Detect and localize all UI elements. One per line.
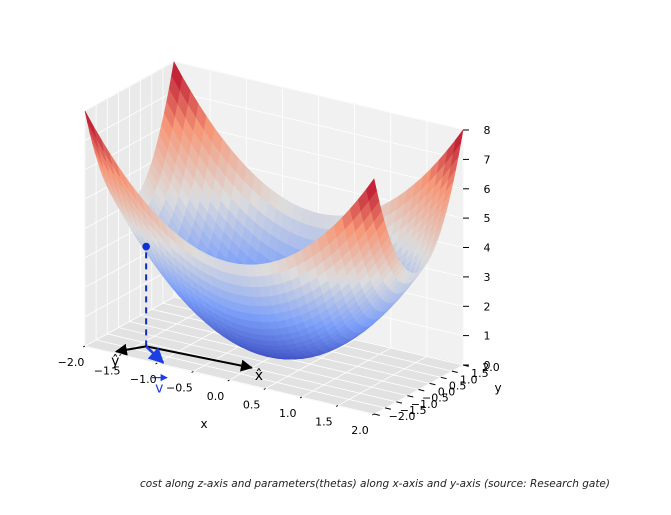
x-tick-mark — [191, 371, 194, 373]
grid-line — [173, 61, 464, 131]
figure-caption: cost along z-axis and parameters(thetas)… — [140, 478, 610, 490]
grid-line — [173, 91, 464, 160]
grid-line — [96, 339, 386, 409]
grid-line — [173, 120, 464, 190]
x-tick-mark — [263, 388, 266, 390]
v-vector — [145, 345, 165, 364]
y-tick-label: −2.0 — [389, 410, 416, 423]
x-tick-mark — [155, 362, 158, 365]
y-tick-label: 0.5 — [449, 379, 467, 392]
x-tick-label: 1.5 — [315, 416, 333, 429]
y-tick-mark — [418, 389, 425, 392]
x-tick-label: 0.5 — [243, 399, 261, 412]
x-tick-mark — [299, 396, 303, 399]
z-tick-label: 8 — [484, 124, 491, 137]
y-tick-mark — [373, 413, 380, 416]
x-tick-mark — [335, 405, 339, 407]
y-tick-mark — [396, 401, 403, 404]
y-tick-label: −0.5 — [422, 392, 449, 405]
annotations: x̂ ŷ v — [111, 242, 263, 397]
z-tick-label: 1 — [484, 330, 491, 343]
y-tick-mark — [451, 370, 458, 373]
x-tick-mark — [119, 354, 122, 356]
y-tick-label: 1.5 — [471, 367, 489, 380]
cost-surface — [84, 61, 464, 360]
x-tick-label: 2.0 — [351, 424, 369, 437]
z-tick-label: 7 — [484, 153, 491, 166]
grid-line — [118, 327, 408, 396]
x-tick-label: 1.0 — [279, 407, 297, 420]
surface-plot: x̂ŷv −2.0−1.5−1.0−0.50.00.51.01.52.0−2.0… — [58, 61, 502, 437]
x-tick-label: 0.0 — [207, 390, 225, 403]
y-tick-mark — [384, 407, 392, 410]
z-tick-label: 3 — [484, 271, 491, 284]
axis-ticks: −2.0−1.5−1.0−0.50.00.51.01.52.0−2.0−1.5−… — [58, 124, 500, 437]
y-tick-mark — [429, 382, 436, 386]
y-tick-label: 2.0 — [482, 361, 500, 374]
y-tick-mark — [440, 376, 447, 380]
x-tick-mark — [371, 413, 375, 416]
vector-label: x̂ — [255, 368, 263, 384]
vector-label: ŷ — [111, 354, 119, 370]
z-tick-label: 4 — [484, 242, 491, 255]
y-tick-label: −1.0 — [411, 398, 438, 411]
x-tick-mark — [82, 345, 86, 348]
x-tick-label: −0.5 — [166, 382, 193, 395]
y-tick-label: 0.0 — [438, 386, 456, 399]
grid-line — [84, 296, 175, 347]
x-tick-mark — [227, 379, 230, 382]
y-tick-label: −1.5 — [400, 404, 427, 417]
x-tick-label: −2.0 — [58, 356, 85, 369]
grid-line — [84, 267, 175, 317]
x-tick-label: −1.5 — [94, 365, 121, 378]
vector-label: v — [155, 381, 163, 397]
y-hat-vector — [114, 343, 147, 356]
z-tick-label: 5 — [484, 212, 491, 225]
x-axis-label: x — [200, 417, 207, 431]
y-tick-mark — [407, 395, 414, 398]
current-point — [142, 242, 150, 251]
y-tick-label: 1.0 — [460, 373, 478, 386]
grid-line — [84, 91, 175, 141]
surface-patch — [84, 110, 96, 138]
grid-line — [84, 61, 175, 112]
x-tick-label: −1.0 — [130, 373, 157, 386]
z-tick-label: 2 — [484, 300, 491, 313]
z-tick-label: 6 — [484, 183, 491, 196]
y-axis-label: y — [494, 381, 501, 395]
z-tick-label: 0 — [484, 359, 491, 372]
